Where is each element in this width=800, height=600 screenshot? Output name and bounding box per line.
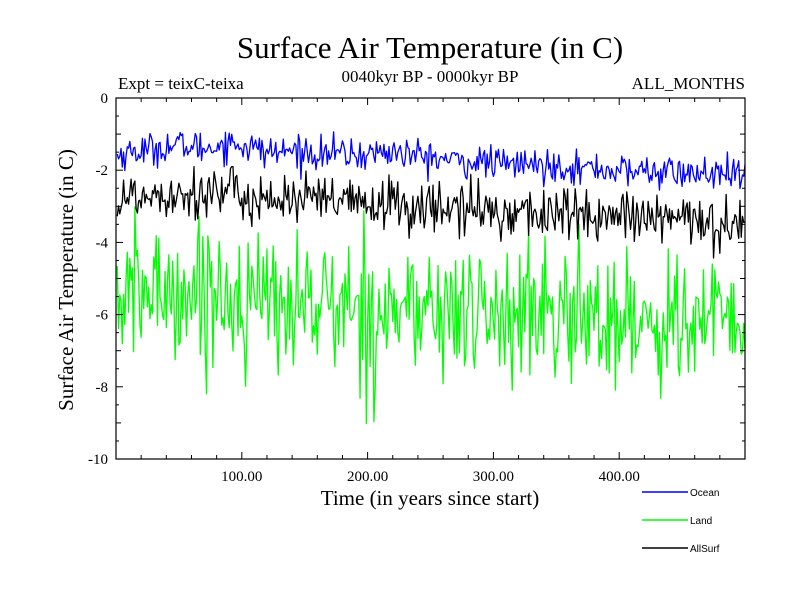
series-line-allsurf	[116, 165, 746, 259]
legend-label-allsurf: AllSurf	[690, 544, 720, 555]
y-tick-label: -8	[96, 380, 109, 396]
series-line-ocean	[116, 131, 746, 191]
legend-label-land: Land	[690, 516, 712, 527]
x-tick-label: 100.00	[221, 469, 262, 485]
series-line-land	[116, 206, 746, 425]
x-axis-label: Time (in years since start)	[321, 486, 540, 510]
x-axis: 100.00 200.00 300.00 400.00	[140, 98, 721, 485]
x-tick-label: 400.00	[599, 469, 640, 485]
chart-subtitle-center: 0040kyr BP - 0000kyr BP	[342, 67, 519, 86]
y-tick-label: -6	[96, 308, 109, 324]
chart-subtitle-right: ALL_MONTHS	[632, 74, 745, 93]
legend-label-ocean: Ocean	[690, 488, 719, 499]
chart-title: Surface Air Temperature (in C)	[237, 30, 623, 65]
y-axis-label: Surface Air Temperature (in C)	[54, 149, 78, 411]
chart-subtitle-left: Expt = teixC-teixa	[118, 74, 244, 93]
y-axis: 0 -2 -4 -6 -8 -10	[88, 91, 745, 468]
y-tick-label: -4	[96, 235, 109, 251]
x-tick-label: 200.00	[347, 469, 388, 485]
y-tick-label: -2	[96, 163, 109, 179]
series-layer	[116, 131, 746, 425]
y-tick-label: -10	[88, 452, 108, 468]
y-tick-label: 0	[101, 91, 109, 107]
legend: Ocean Land AllSurf	[642, 488, 720, 555]
x-tick-label: 300.00	[473, 469, 514, 485]
